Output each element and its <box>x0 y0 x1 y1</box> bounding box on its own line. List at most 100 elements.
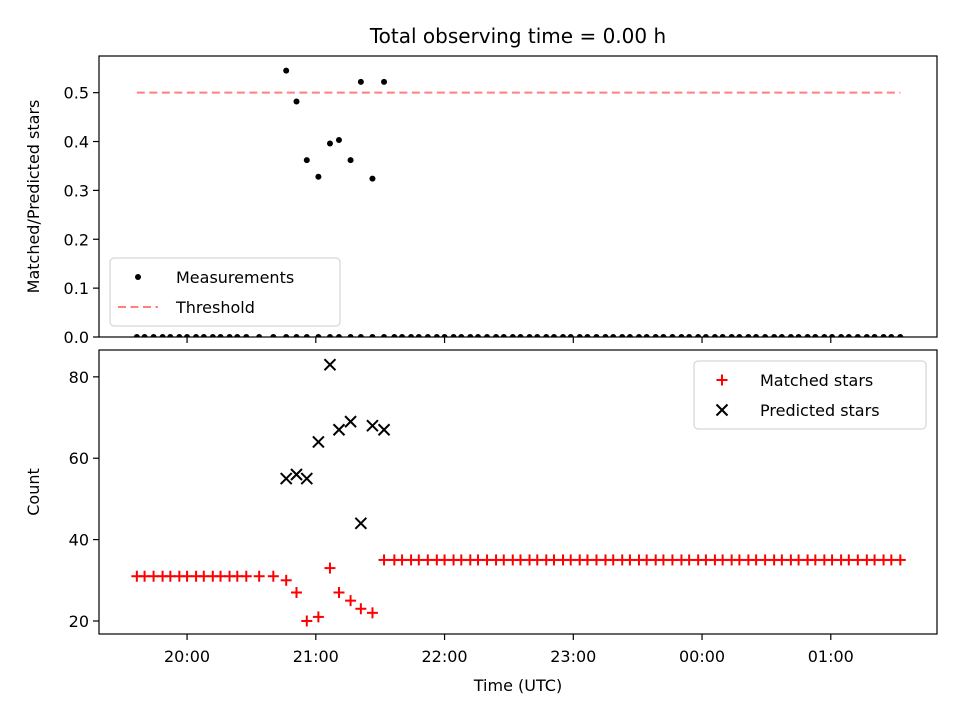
data-point <box>200 334 207 337</box>
y-tick-label: 0.5 <box>64 84 89 103</box>
y-tick-label: 0.2 <box>64 230 89 249</box>
data-point <box>377 423 391 436</box>
data-point <box>467 334 474 337</box>
legend-label: Predicted stars <box>760 401 880 420</box>
legend-label: Measurements <box>176 268 294 287</box>
data-point <box>381 78 388 85</box>
data-point <box>335 334 342 337</box>
data-point <box>567 334 574 337</box>
data-point <box>702 334 709 337</box>
data-point <box>458 334 465 337</box>
data-point <box>871 334 878 337</box>
data-point <box>303 334 310 337</box>
data-point <box>584 334 591 337</box>
x-tick-label: 20:00 <box>164 647 210 666</box>
data-point <box>357 78 364 85</box>
data-point <box>669 334 676 337</box>
legend-swatch <box>135 274 141 280</box>
data-point <box>686 334 693 337</box>
data-point <box>283 334 290 337</box>
data-point <box>728 334 735 337</box>
data-point <box>378 554 390 566</box>
data-point <box>880 334 887 337</box>
plot-area <box>131 358 906 627</box>
data-point <box>323 358 337 371</box>
y-tick-label: 0.0 <box>64 328 89 347</box>
bottom-panel: 20 40 60 80 20:00 21:00 22:00 23:00 00:00 01:00 Co… <box>24 349 938 695</box>
data-point <box>845 334 852 337</box>
data-point <box>778 334 785 337</box>
data-point <box>193 334 200 337</box>
data-point <box>863 334 870 337</box>
data-point <box>534 334 541 337</box>
x-tick-label: 01:00 <box>808 647 854 666</box>
data-point <box>804 334 811 337</box>
data-point <box>897 334 904 337</box>
legend-label: Threshold <box>175 298 255 317</box>
data-point <box>256 334 263 337</box>
data-point <box>576 334 583 337</box>
data-point <box>399 334 406 337</box>
y-tick-label: 40 <box>69 531 89 550</box>
data-point <box>369 175 376 182</box>
y-axis-label: Matched/Predicted stars <box>24 100 43 294</box>
axes-frame <box>98 55 938 338</box>
data-point <box>543 334 550 337</box>
data-point <box>184 334 191 337</box>
data-point <box>795 334 802 337</box>
data-point <box>315 173 322 180</box>
data-point <box>812 334 819 337</box>
data-point <box>300 472 314 485</box>
data-point <box>293 98 300 105</box>
data-point <box>326 334 333 337</box>
y-tick-label: 20 <box>69 612 89 631</box>
data-point <box>660 334 667 337</box>
data-point <box>159 334 166 337</box>
data-point <box>888 334 895 337</box>
data-point <box>424 334 431 337</box>
data-point <box>324 562 336 574</box>
data-point <box>500 334 507 337</box>
data-point <box>243 334 250 337</box>
data-point <box>226 334 233 337</box>
data-point <box>326 140 333 147</box>
legend-swatch <box>715 403 729 417</box>
legend-box <box>109 257 341 327</box>
data-point <box>253 570 265 582</box>
data-point <box>312 435 325 449</box>
data-point <box>643 334 650 337</box>
data-point <box>141 334 148 337</box>
data-point <box>787 334 794 337</box>
y-tick-label: 0.1 <box>64 279 89 298</box>
data-point <box>345 595 357 607</box>
data-point <box>234 334 241 337</box>
data-point <box>475 334 482 337</box>
data-point <box>279 472 293 485</box>
data-point <box>301 615 313 627</box>
data-point <box>753 334 760 337</box>
data-point <box>711 334 718 337</box>
data-point <box>894 554 906 566</box>
legend: Measurements Threshold <box>109 257 341 327</box>
y-tick-label: 60 <box>69 449 89 468</box>
series-unnamed-1 <box>283 67 388 182</box>
data-point <box>355 603 367 615</box>
data-point <box>484 334 491 337</box>
data-point <box>854 334 861 337</box>
data-point <box>593 334 600 337</box>
data-point <box>366 419 379 432</box>
legend: Matched stars Predicted stars <box>693 360 927 430</box>
axes-frame <box>98 349 938 635</box>
x-tick-label: 23:00 <box>550 647 596 666</box>
data-point <box>652 334 659 337</box>
data-point <box>559 334 566 337</box>
data-point <box>415 334 422 337</box>
data-point <box>347 334 354 337</box>
data-point <box>347 157 354 164</box>
data-point <box>762 334 769 337</box>
data-point <box>493 334 500 337</box>
data-point <box>695 334 702 337</box>
data-point <box>209 334 216 337</box>
data-point <box>332 423 346 436</box>
data-point <box>366 607 378 619</box>
